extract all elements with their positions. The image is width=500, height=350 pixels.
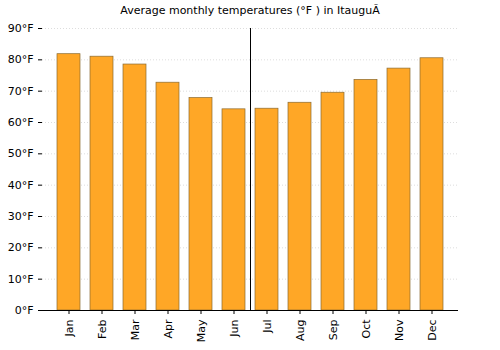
svg-text:Sep: Sep bbox=[327, 319, 340, 340]
svg-text:60°F: 60°F bbox=[8, 116, 34, 129]
svg-text:Nov: Nov bbox=[393, 319, 406, 341]
svg-text:30°F: 30°F bbox=[8, 210, 34, 223]
svg-text:Aug: Aug bbox=[294, 320, 307, 341]
svg-text:Oct: Oct bbox=[360, 319, 373, 339]
svg-text:Jan: Jan bbox=[63, 319, 76, 337]
svg-text:May: May bbox=[195, 319, 208, 342]
svg-text:90°F: 90°F bbox=[8, 22, 34, 35]
svg-text:Jul: Jul bbox=[261, 320, 274, 334]
svg-text:Jun: Jun bbox=[228, 319, 241, 337]
svg-text:10°F: 10°F bbox=[8, 273, 34, 286]
svg-text:Feb: Feb bbox=[96, 319, 109, 338]
svg-text:70°F: 70°F bbox=[8, 85, 34, 98]
svg-text:40°F: 40°F bbox=[8, 179, 34, 192]
svg-text:50°F: 50°F bbox=[8, 147, 34, 160]
html-text:Average monthly temperatures (: Average monthly temperatures (°F ) in It… bbox=[120, 4, 380, 17]
svg-text:0°F: 0°F bbox=[15, 304, 34, 317]
svg-text:20°F: 20°F bbox=[8, 241, 34, 254]
svg-text:Mar: Mar bbox=[129, 319, 142, 340]
svg-text:80°F: 80°F bbox=[8, 53, 34, 66]
svg-text:Apr: Apr bbox=[162, 319, 175, 339]
svg-text:Dec: Dec bbox=[426, 320, 439, 341]
